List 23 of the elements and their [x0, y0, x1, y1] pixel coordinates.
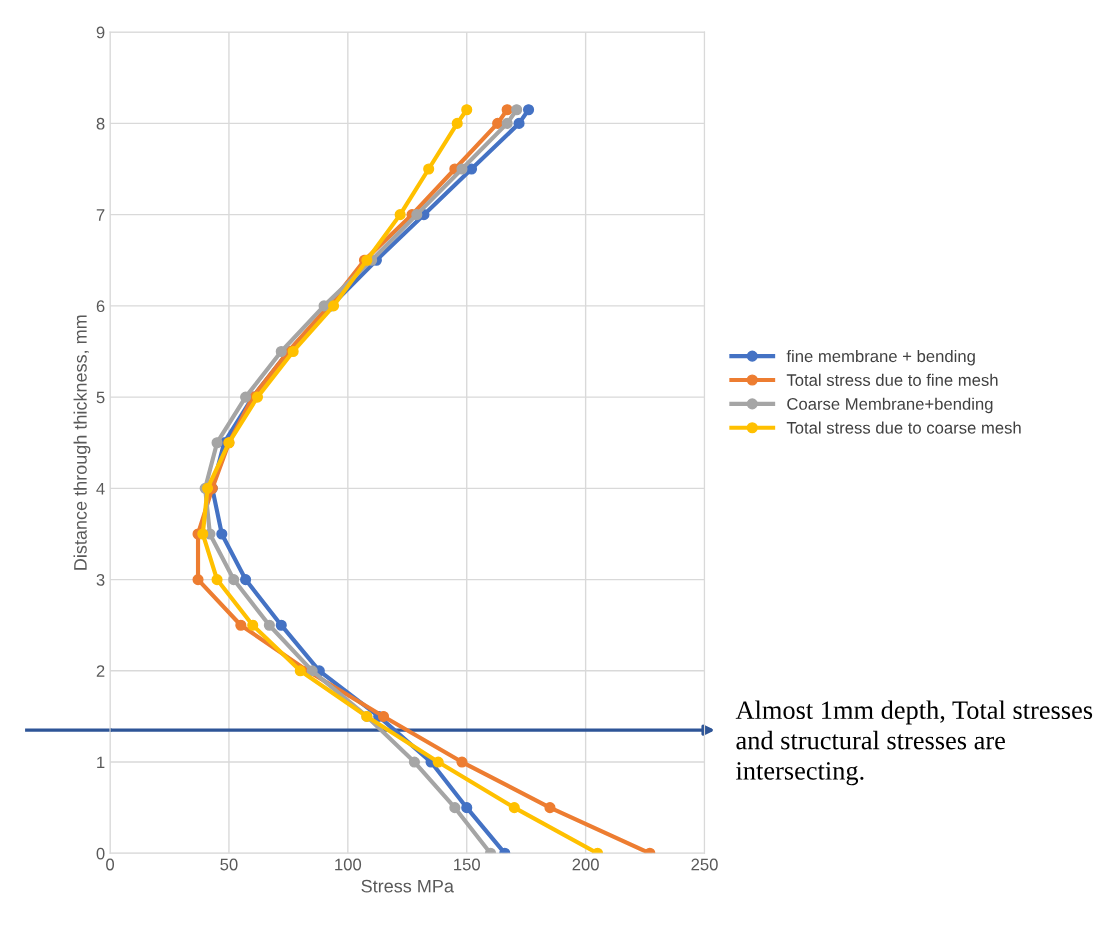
- x-tick-label: 0: [106, 858, 115, 871]
- y-tick-label: 8: [96, 117, 105, 130]
- y-tick-label: 4: [96, 482, 105, 495]
- y-tick-label: 0: [96, 847, 105, 860]
- y-tick-label: 6: [96, 300, 105, 313]
- x-tick-label: 250: [691, 858, 718, 871]
- legend-label: Total stress due to coarse mesh: [786, 421, 1021, 434]
- x-tick-label: 200: [572, 858, 599, 871]
- y-tick-label: 7: [96, 209, 105, 221]
- x-tick-label: 150: [454, 858, 480, 871]
- legend-label: Total stress due to fine mesh: [786, 373, 998, 386]
- y-axis-title: Distance through thickness, mm: [73, 315, 91, 570]
- y-tick-label: 5: [96, 391, 105, 404]
- legend-label: fine membrane + bending: [786, 349, 975, 366]
- x-axis-title: Stress MPa: [361, 879, 454, 893]
- legend-label: Coarse Membrane+bending: [787, 397, 993, 414]
- x-tick-label: 50: [220, 858, 238, 871]
- y-tick-label: 3: [96, 573, 105, 586]
- y-tick-label: 1: [97, 756, 105, 769]
- y-tick-label: 9: [96, 26, 105, 39]
- ref-line-label: Almost 1mm depth, Total stresses and structural stresses are intersecting.: [735, 700, 1093, 786]
- y-tick-label: 2: [96, 665, 105, 677]
- x-tick-label: 100: [335, 858, 362, 871]
